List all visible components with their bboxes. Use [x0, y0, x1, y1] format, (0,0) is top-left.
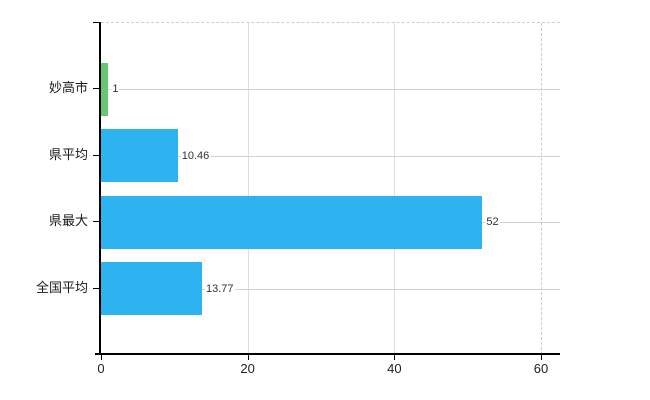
y-axis-top-tick — [93, 22, 101, 23]
x-tick-label: 60 — [533, 361, 549, 376]
category-tick — [93, 88, 101, 90]
category-tick — [93, 287, 101, 289]
x-tick-mark — [541, 355, 542, 360]
bar-4 — [101, 262, 202, 316]
category-tick — [93, 154, 101, 156]
category-tick — [93, 221, 101, 223]
bar-3 — [101, 195, 483, 249]
category-gridline — [101, 89, 560, 91]
x-gridline — [394, 23, 396, 355]
x-tick-label: 40 — [387, 361, 402, 376]
bar-value-label: 52 — [485, 215, 500, 230]
category-label: 県平均 — [48, 146, 88, 162]
category-label: 妙高市 — [48, 80, 88, 96]
bar-2 — [101, 129, 178, 183]
bar-value-label: 13.77 — [204, 281, 235, 296]
x-tick-label: 0 — [97, 361, 105, 376]
bar-1 — [101, 62, 109, 116]
category-label: 全国平均 — [35, 279, 88, 295]
x-tick-mark — [101, 355, 102, 360]
category-gridline — [101, 288, 560, 290]
category-label: 県最大 — [48, 213, 88, 229]
bar-value-label: 1 — [111, 82, 120, 97]
category-gridline — [101, 155, 560, 157]
y-axis-line — [99, 22, 101, 354]
x-tick-label: 20 — [240, 361, 255, 376]
x-gridline — [541, 23, 542, 355]
bar-value-label: 10.46 — [180, 148, 211, 163]
x-axis-line — [95, 353, 560, 355]
x-tick-mark — [247, 355, 249, 360]
x-tick-mark — [394, 355, 396, 360]
plot-area: 1 10.46 52 13.77 — [101, 22, 560, 355]
x-gridline — [247, 23, 249, 355]
